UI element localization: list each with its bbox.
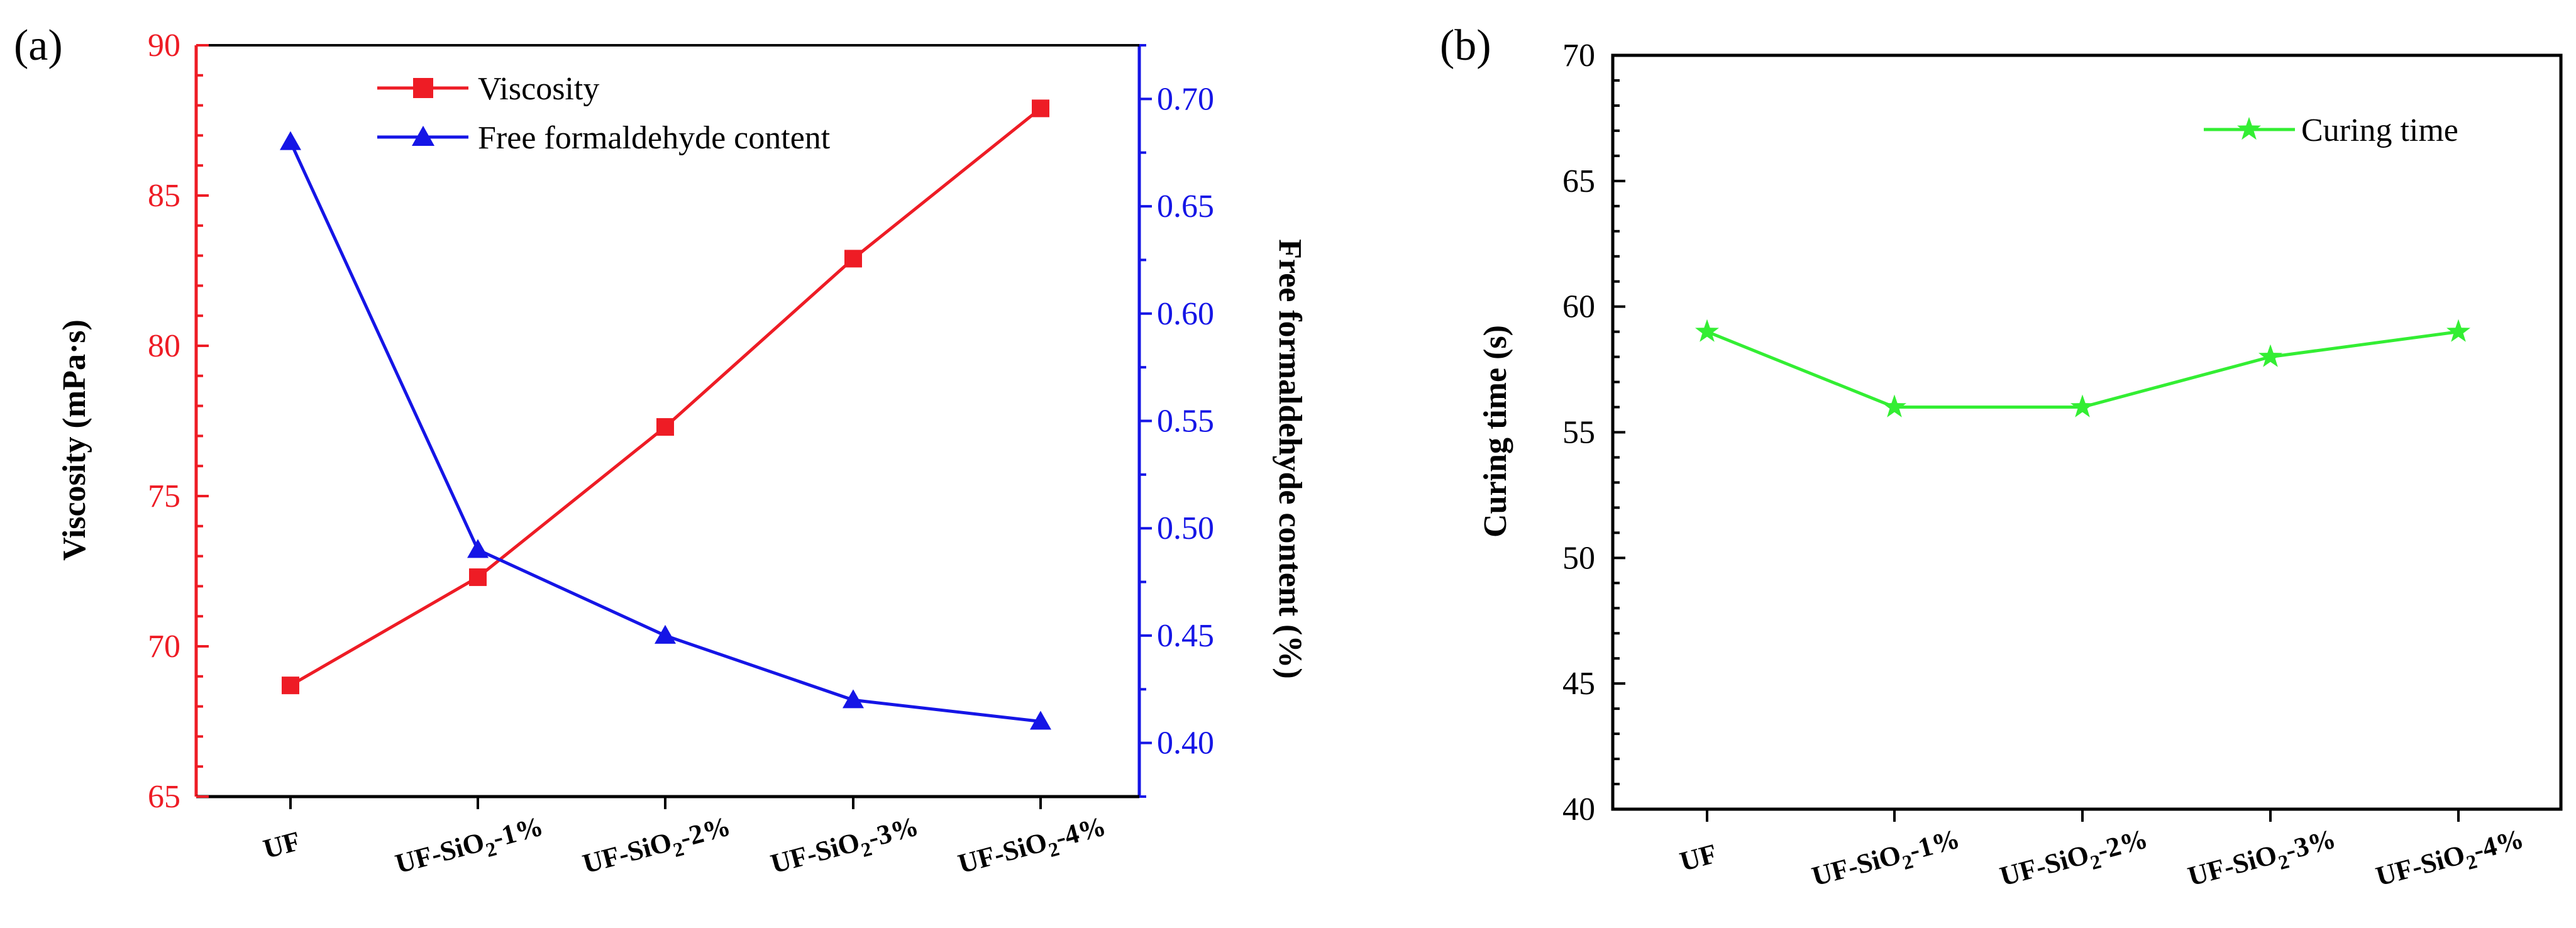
x-tick-label-b: UF-SiO2-2% [1997, 823, 2153, 897]
right-y-tick-label-a: 0.50 [1157, 511, 1214, 546]
y-tick-label-b: 65 [1562, 163, 1595, 199]
left-y-tick-label-a: 75 [148, 478, 180, 514]
left-y-tick-label-a: 85 [148, 178, 180, 214]
legend-b: Curing time [2204, 113, 2458, 148]
viscosity-marker [844, 250, 862, 268]
x-tick-label-a: UF [260, 826, 304, 865]
x-tick-label-a: UF-SiO2-3% [768, 810, 924, 885]
x-tick-label-b: UF [1677, 838, 1720, 878]
legend-label-formaldehyde: Free formaldehyde content [478, 120, 831, 156]
x-tick-label-a: UF-SiO2-4% [955, 810, 1111, 885]
x-tick-label-b: UF-SiO2-3% [2185, 823, 2341, 897]
right-y-tick-label-a: 0.70 [1157, 81, 1214, 117]
axes-a [194, 44, 1141, 798]
y-ticks-b: 40 45 50 55 60 65 70 [1562, 38, 1625, 827]
viscosity-marker [656, 418, 674, 436]
legend-marker-formaldehyde [412, 126, 434, 146]
right-y-tick-label-a: 0.45 [1157, 618, 1214, 654]
panel-label-a: (a) [14, 21, 63, 70]
curing-time-marker [1882, 394, 1906, 417]
x-tick-label-a: UF-SiO2-1% [392, 810, 548, 885]
series-a [280, 99, 1051, 730]
axes-b [1611, 53, 2563, 811]
legend-a: Viscosity Free formaldehyde content [377, 71, 831, 156]
viscosity-marker [1032, 99, 1049, 118]
formaldehyde-marker [843, 689, 864, 709]
formaldehyde-marker [1030, 710, 1051, 730]
x-tick-label-b: UF-SiO2-4% [2373, 823, 2529, 897]
plot-frame-b [1611, 53, 2563, 811]
right-y-tick-label-a: 0.65 [1157, 189, 1214, 224]
left-y-tick-label-a: 90 [148, 28, 180, 64]
left-y-tick-label-a: 65 [148, 779, 180, 815]
x-tick-label-a: UF-SiO2-2% [580, 810, 736, 885]
chart-panel-a: (a) 65 70 75 80 85 90 0.40 0.45 0.50 0.55 0.60 0.6… [14, 21, 1308, 885]
series-b [1695, 319, 2470, 417]
formaldehyde-marker [280, 131, 301, 150]
legend-label-curing: Curing time [2301, 113, 2458, 148]
viscosity-line [289, 107, 1042, 687]
left-y-tick-label-a: 80 [148, 328, 180, 364]
curing-time-marker [2446, 319, 2470, 342]
x-ticks-a: UF UF-SiO2-1% UF-SiO2-2% UF-SiO2-3% UF-SiO2-… [260, 797, 1111, 885]
left-y-ticks-a: 65 70 75 80 85 90 [148, 28, 209, 815]
y-axis-title-left-a: Viscosity (mPa·s) [57, 319, 92, 561]
panel-label-b: (b) [1440, 21, 1491, 70]
viscosity-marker [282, 677, 299, 695]
y-tick-label-b: 45 [1562, 666, 1595, 702]
y-tick-label-b: 70 [1562, 38, 1595, 74]
left-y-tick-label-a: 70 [148, 629, 180, 665]
x-tick-label-b: UF-SiO2-1% [1809, 823, 1965, 897]
x-ticks-b: UF UF-SiO2-1% UF-SiO2-2% UF-SiO2-3% UF-SiO2-… [1677, 809, 2529, 897]
right-y-ticks-a: 0.40 0.45 0.50 0.55 0.60 0.65 0.70 [1139, 44, 1214, 798]
curing-time-marker [2070, 394, 2094, 417]
y-tick-label-b: 60 [1562, 289, 1595, 325]
formaldehyde-marker [467, 539, 489, 558]
chart-panel-b: (b) 40 45 50 55 60 65 70 UF UF-SiO2-1% UF-SiO2-2… [1440, 21, 2563, 897]
y-axis-title-right-a: Free formaldehyde content (%) [1272, 239, 1308, 678]
right-y-tick-label-a: 0.55 [1157, 404, 1214, 439]
right-y-tick-label-a: 0.40 [1157, 726, 1214, 761]
y-tick-label-b: 50 [1562, 540, 1595, 576]
legend-marker-viscosity [413, 78, 433, 98]
curing-time-marker [2258, 344, 2282, 367]
legend-marker-curing [2237, 117, 2261, 140]
formaldehyde-marker [655, 624, 676, 644]
viscosity-marker [469, 568, 487, 587]
right-y-tick-label-a: 0.60 [1157, 296, 1214, 332]
y-tick-label-b: 40 [1562, 792, 1595, 827]
curing-time-marker [1695, 319, 1719, 342]
y-axis-title-b: Curing time (s) [1478, 325, 1513, 538]
legend-label-viscosity: Viscosity [478, 71, 599, 107]
y-tick-label-b: 55 [1562, 415, 1595, 451]
